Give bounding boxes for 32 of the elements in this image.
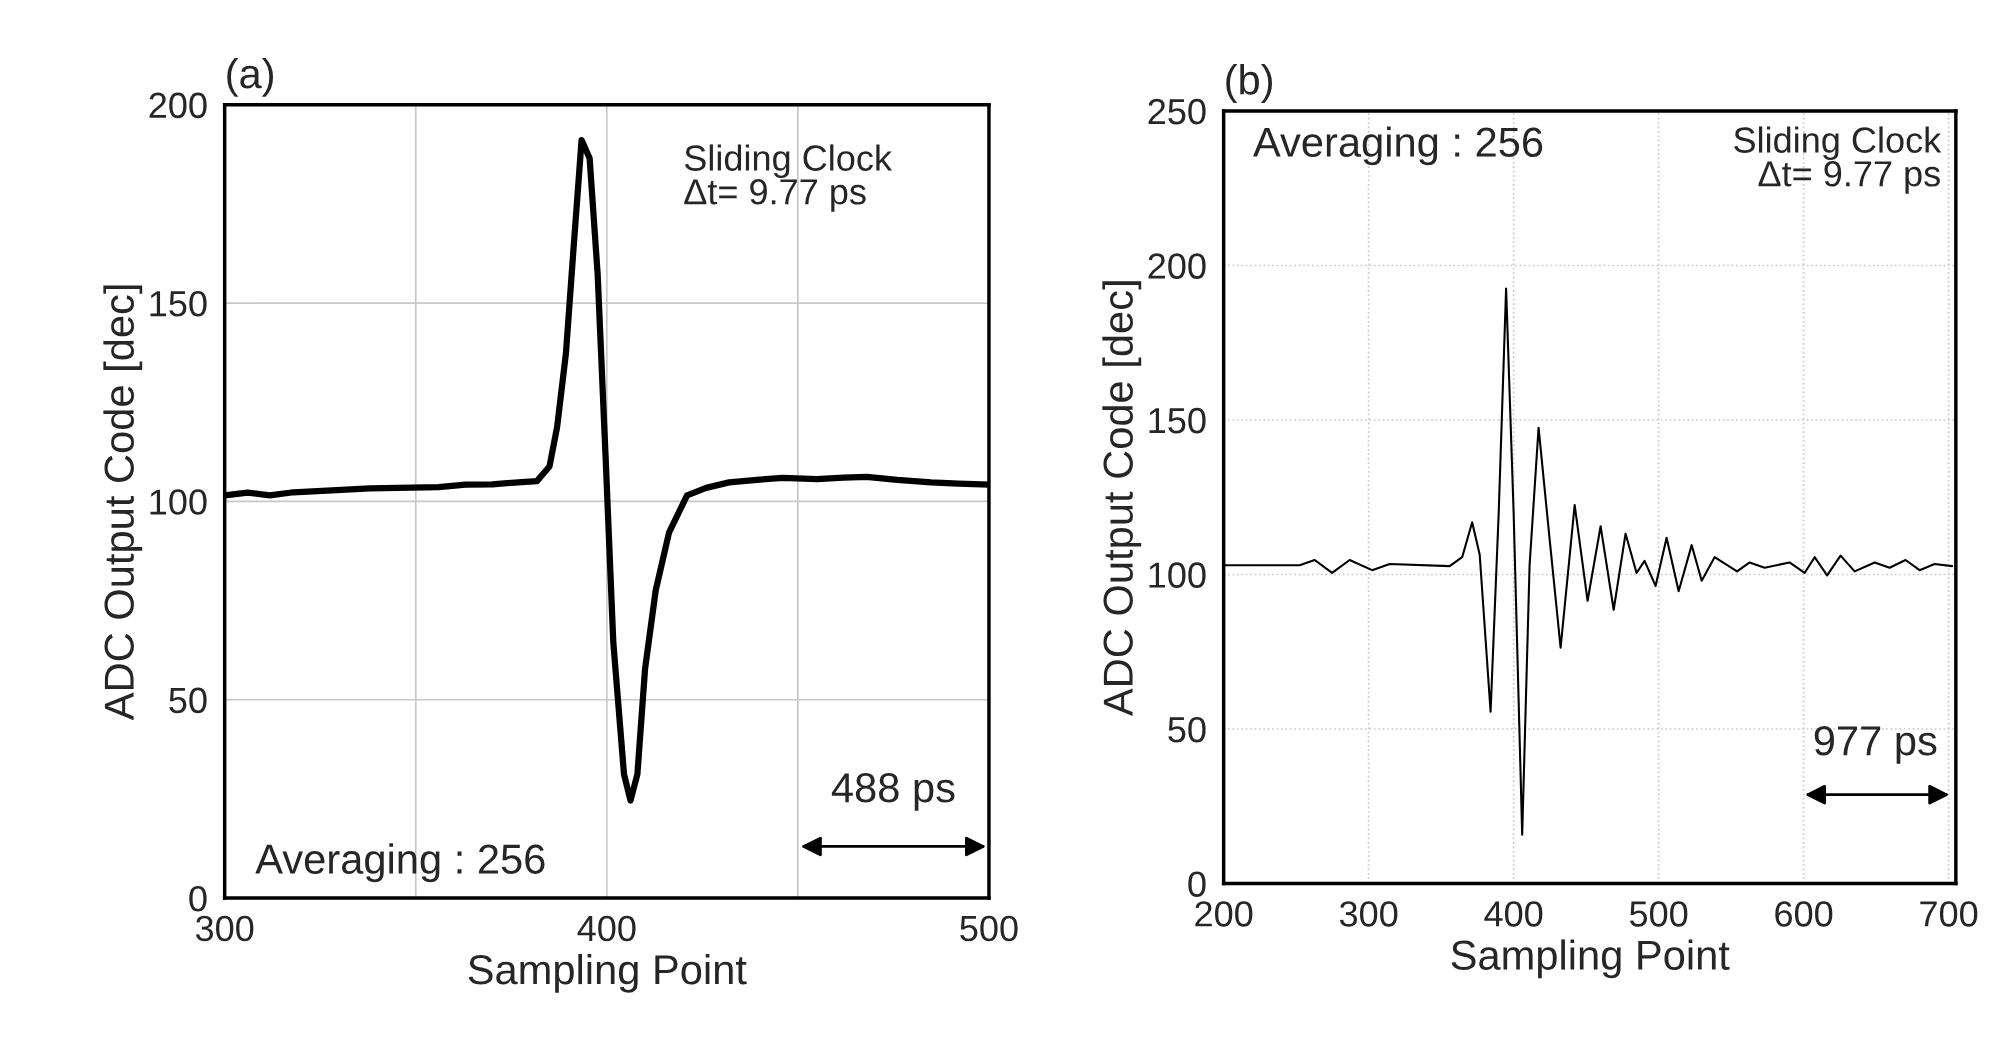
x-tick-label: 500 [1629,901,1688,927]
annotation: Sliding Clock Δt= 9.77 ps [684,144,893,212]
y-tick-label: 200 [149,92,207,119]
x-tick-label: 300 [1339,901,1398,927]
annotation: Sliding Clock Δt= 9.77 ps [1734,126,1942,194]
x-axis-title: Sampling Point [1451,939,1730,979]
y-tick-label: 100 [150,489,207,515]
y-tick-label: 150 [150,290,207,317]
y-tick-label: 0 [189,885,207,912]
y-tick-label: 50 [1168,716,1206,743]
y-tick-label: 0 [1188,871,1206,897]
y-axis-title: ADC Output Code [dec] [1102,281,1142,717]
annotation: 488 ps [831,773,955,811]
y-tick-label: 100 [1149,562,1206,588]
x-tick-label: 600 [1775,901,1833,927]
annotation: Averaging : 256 [255,843,545,883]
annotation: 977 ps [1814,726,1937,764]
x-tick-label: 300 [195,915,254,942]
annotation: Averaging : 256 [1253,126,1543,166]
x-tick-label: 700 [1920,901,1978,927]
y-tick-label: 50 [169,687,207,714]
y-tick-label: 200 [1148,253,1206,279]
y-tick-label: 150 [1149,407,1206,434]
y-tick-label: 250 [1148,98,1206,125]
x-tick-label: 400 [1484,901,1543,927]
x-axis-title: Sampling Point [468,953,747,993]
x-tick-label: 400 [577,915,636,942]
y-axis-title: ADC Output Code [dec] [103,285,143,721]
chart-title: (a) [227,57,274,97]
chart-title: (b) [1226,64,1272,103]
x-tick-label: 200 [1195,901,1253,927]
x-tick-label: 500 [960,915,1018,942]
